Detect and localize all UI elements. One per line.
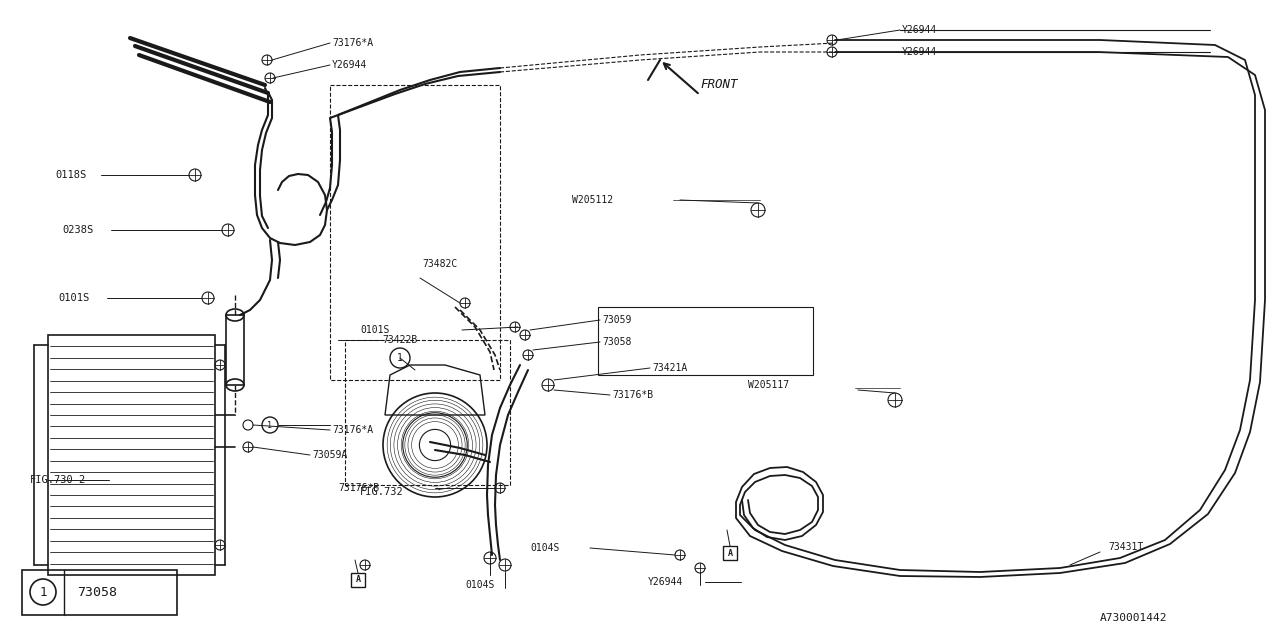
Text: 1: 1 <box>40 586 47 598</box>
Bar <box>598 307 813 375</box>
Text: 0101S: 0101S <box>58 293 90 303</box>
Text: 0101S: 0101S <box>361 325 390 335</box>
Text: FRONT: FRONT <box>700 79 737 92</box>
Text: 73058: 73058 <box>602 337 631 347</box>
Text: Y26944: Y26944 <box>648 577 684 587</box>
Text: 73176*A: 73176*A <box>332 38 374 48</box>
Text: A: A <box>727 548 732 557</box>
Bar <box>346 340 509 485</box>
Text: 73058: 73058 <box>77 586 116 598</box>
Text: 0238S: 0238S <box>61 225 93 235</box>
Text: 1: 1 <box>397 353 403 363</box>
Text: Y26944: Y26944 <box>332 60 367 70</box>
Text: 73422B: 73422B <box>381 335 417 345</box>
Text: 73176*B: 73176*B <box>338 483 379 493</box>
Text: 73176*B: 73176*B <box>612 390 653 400</box>
Text: 1: 1 <box>268 420 273 429</box>
Text: FIG.732: FIG.732 <box>360 487 403 497</box>
Bar <box>351 573 365 587</box>
Bar <box>22 570 177 615</box>
Text: 0118S: 0118S <box>55 170 86 180</box>
Text: 73421A: 73421A <box>652 363 687 373</box>
Text: 73176*A: 73176*A <box>332 425 374 435</box>
Text: W205117: W205117 <box>748 380 790 390</box>
Text: A730001442: A730001442 <box>1100 613 1167 623</box>
Text: 73059A: 73059A <box>312 450 347 460</box>
Text: 73482C: 73482C <box>422 259 457 269</box>
Text: W205112: W205112 <box>572 195 613 205</box>
Text: 0104S: 0104S <box>530 543 559 553</box>
Text: A: A <box>356 575 361 584</box>
Bar <box>49 335 215 575</box>
Text: 0104S: 0104S <box>466 580 494 590</box>
Text: 73431T: 73431T <box>1108 542 1143 552</box>
Bar <box>723 546 737 560</box>
Text: Y26944: Y26944 <box>902 25 937 35</box>
Bar <box>227 315 244 385</box>
Text: Y26944: Y26944 <box>902 47 937 57</box>
Text: 73059: 73059 <box>602 315 631 325</box>
Text: FIG.730-2: FIG.730-2 <box>29 475 86 485</box>
